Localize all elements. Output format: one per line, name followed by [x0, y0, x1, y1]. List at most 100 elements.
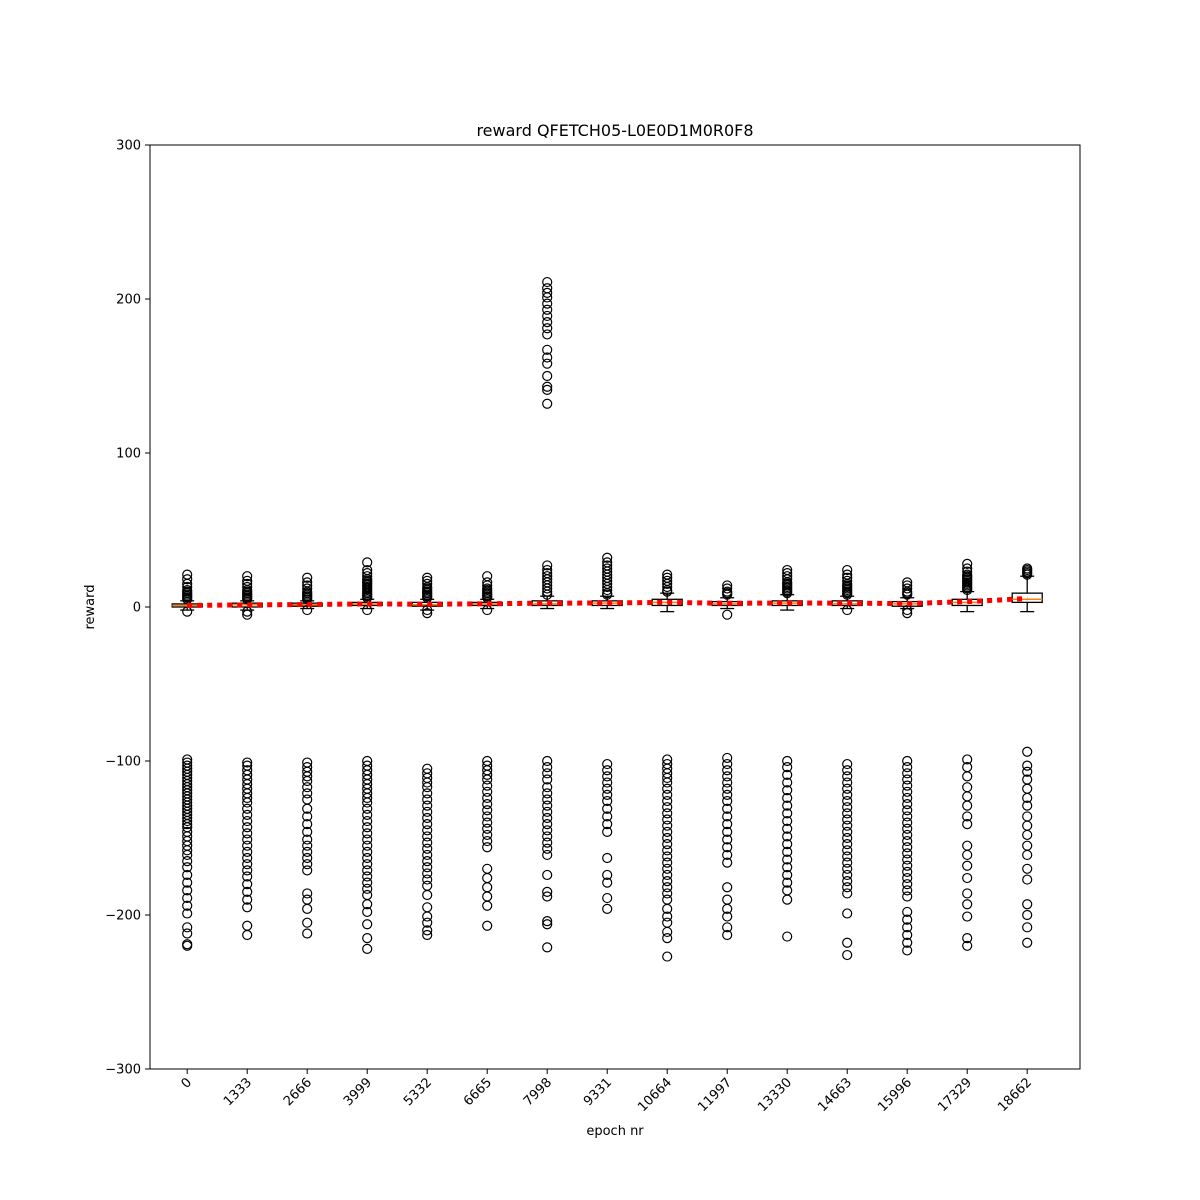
outlier-point [422, 806, 433, 817]
x-tick-label: 15996 [875, 1075, 915, 1115]
outlier-point [962, 800, 973, 811]
outlier-point [242, 846, 253, 857]
outlier-point [542, 819, 553, 830]
outlier-point [602, 584, 613, 596]
outlier-point [842, 876, 853, 887]
y-tick-label: 100 [116, 447, 141, 462]
outlier-point [542, 292, 553, 303]
outlier-point [782, 862, 793, 873]
box-group [171, 569, 203, 951]
y-tick-label: −200 [105, 909, 141, 924]
outlier-point [902, 823, 913, 834]
outlier-point [482, 780, 493, 791]
outlier-point [722, 929, 733, 941]
outlier-point [422, 819, 433, 830]
outlier-point [542, 352, 553, 363]
outlier-point [422, 592, 433, 603]
outlier-point [362, 883, 373, 894]
outlier-point [902, 860, 913, 871]
outlier-point [902, 762, 913, 773]
outlier-point [722, 789, 733, 800]
x-tick-label: 3999 [341, 1075, 375, 1109]
outlier-point [242, 609, 253, 620]
outlier-point [1022, 829, 1033, 841]
outlier-point [302, 903, 313, 914]
outlier-point [482, 900, 493, 911]
outlier-point [302, 794, 313, 805]
outlier-point [422, 868, 433, 879]
outlier-point [902, 835, 913, 847]
outlier-point [422, 782, 433, 793]
outlier-point [602, 811, 613, 822]
outlier-point [902, 817, 913, 828]
outlier-point [242, 834, 253, 845]
outlier-point [602, 581, 613, 593]
outlier-point [182, 908, 193, 919]
outlier-point [902, 937, 913, 948]
x-tick-label: 14663 [815, 1075, 855, 1115]
x-tick-label: 10664 [635, 1075, 675, 1115]
outlier-point [422, 925, 433, 936]
outlier-point [842, 851, 853, 862]
outlier-point [662, 789, 673, 800]
outlier-point [542, 310, 553, 322]
outlier-point [242, 920, 253, 931]
outlier-point [542, 825, 553, 836]
outlier-point [662, 820, 673, 831]
outlier-point [542, 298, 553, 309]
x-tick-label: 5332 [401, 1075, 435, 1109]
outlier-point [242, 606, 253, 617]
outlier-point [782, 831, 793, 842]
outlier-point [662, 903, 673, 914]
outlier-point [482, 792, 493, 804]
box-group [831, 564, 863, 961]
outlier-point [362, 932, 373, 944]
outlier-point [1022, 840, 1033, 851]
outlier-point [722, 903, 733, 914]
x-axis-label: epoch nr [586, 1124, 644, 1139]
outlier-point [362, 889, 373, 901]
outlier-point [962, 888, 973, 899]
outlier-point [1022, 766, 1033, 777]
outlier-point [662, 814, 673, 825]
outlier-point [422, 794, 433, 805]
outlier-point [902, 799, 913, 810]
plot-area [171, 276, 1043, 962]
outlier-point [302, 928, 313, 939]
x-tick-label: 0 [179, 1075, 195, 1091]
outlier-point [542, 794, 553, 805]
outlier-point [182, 900, 193, 911]
x-tick-label: 11997 [695, 1075, 735, 1115]
outlier-point [482, 817, 493, 828]
outlier-point [842, 863, 853, 874]
outlier-point [722, 795, 733, 807]
outlier-point [902, 780, 913, 791]
outlier-point [842, 949, 853, 961]
outlier-point [362, 803, 373, 814]
outlier-point [722, 857, 733, 868]
outlier-point [242, 894, 253, 905]
outlier-point [422, 788, 433, 799]
outlier-point [842, 937, 853, 948]
outlier-point [482, 811, 493, 822]
outlier-point [182, 885, 193, 896]
outlier-point [302, 894, 313, 905]
outlier-point [1022, 760, 1033, 771]
outlier-point [722, 834, 733, 845]
outlier-point [902, 854, 913, 865]
outlier-point [722, 771, 733, 782]
outlier-point [542, 755, 553, 767]
outlier-point [962, 940, 973, 951]
outlier-point [1022, 874, 1033, 885]
x-tick-label: 9331 [581, 1075, 615, 1109]
outlier-point [482, 805, 493, 816]
outlier-point [242, 828, 253, 839]
outlier-point [542, 398, 553, 409]
outlier-point [782, 846, 793, 857]
outlier-point [662, 783, 673, 794]
outlier-point [962, 819, 973, 830]
outlier-point [482, 799, 493, 810]
outlier-point [662, 932, 673, 944]
outlier-point [302, 572, 313, 583]
outlier-point [662, 808, 673, 819]
